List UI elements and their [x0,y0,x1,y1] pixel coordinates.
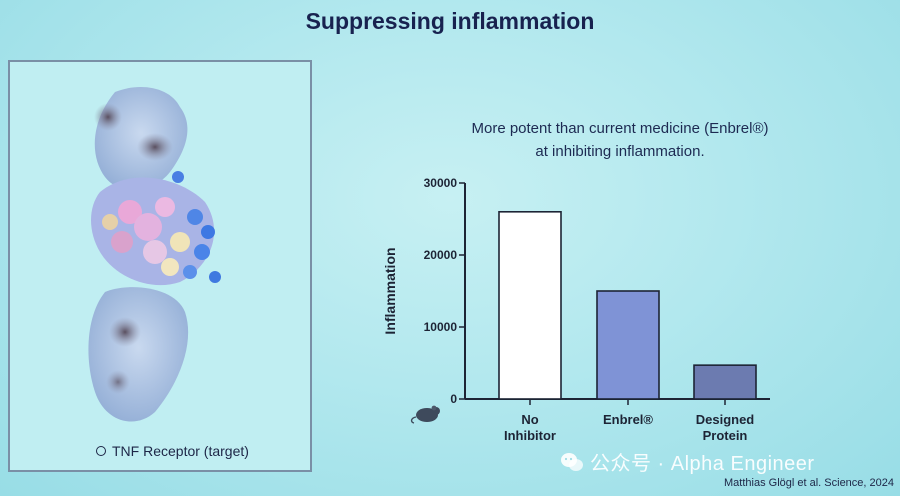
y-tick-label: 0 [450,392,457,406]
citation: Matthias Glögl et al. Science, 2024 [724,477,894,489]
y-axis-label: Inflammation [382,247,398,334]
figure-caption-text: TNF Receptor (target) [112,443,249,459]
watermark: 公众号 · Alpha Engineer [560,447,815,476]
chart-title-line-1: More potent than current medicine (Enbre… [471,120,769,137]
bar [498,210,562,400]
x-tick-label: Enbrel® [603,412,653,427]
x-tick-label: Inhibitor [504,428,556,443]
bar [693,364,757,400]
legend-circle-icon [96,446,106,456]
x-tick-label: Designed [696,412,755,427]
y-tick-label: 30000 [424,176,458,190]
mouse-icon [410,405,440,424]
wechat-icon [561,452,583,471]
chart-title: More potent than current medicine (Enbre… [430,117,810,163]
y-tick-label: 20000 [424,248,458,262]
slide-title: Suppressing inflammation [305,8,595,34]
protein-figure-panel: TNF Receptor (target) [8,60,312,472]
figure-caption: TNF Receptor (target) [96,443,249,459]
y-tick-label: 10000 [424,320,458,334]
x-tick-label: No [521,412,538,427]
protein-structure-image [88,87,221,422]
chart-title-line-2: at inhibiting inflammation. [535,143,705,160]
bar [596,290,660,400]
x-tick-label: Protein [703,428,748,443]
watermark-text: 公众号 · Alpha Engineer [590,453,815,475]
